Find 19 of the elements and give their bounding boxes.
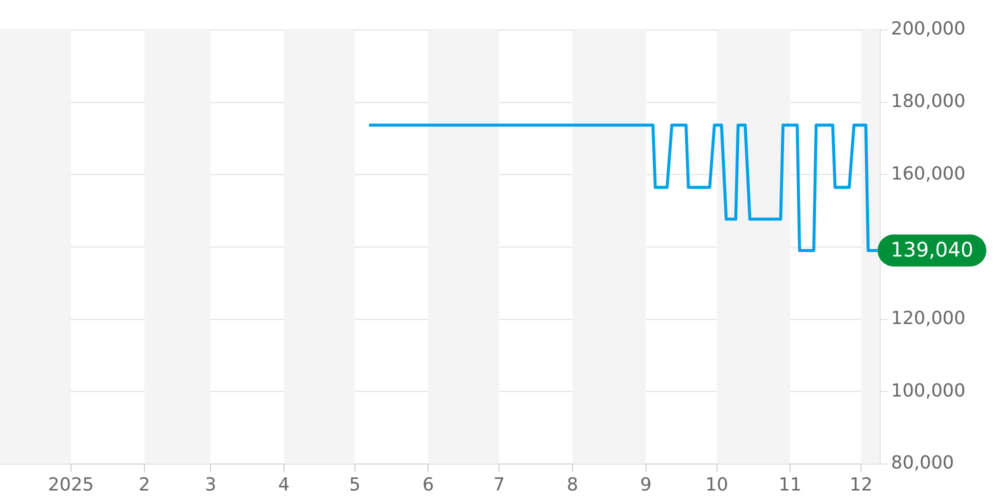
y-tick-label: 200,000 — [891, 18, 966, 40]
y-tick-label: 180,000 — [891, 91, 966, 112]
x-tick-label: 4 — [278, 474, 290, 496]
x-tick-label: 2 — [138, 474, 150, 496]
y-tick-label: 160,000 — [891, 163, 966, 184]
x-tick-label: 11 — [778, 474, 802, 496]
data-label: 139,040 — [890, 238, 974, 262]
y-tick-label: 100,000 — [891, 380, 966, 402]
x-tick-label: 6 — [422, 474, 434, 496]
x-tick-label: 9 — [640, 474, 652, 496]
x-tick-label: 12 — [850, 474, 873, 496]
x-tick-label: 10 — [705, 474, 728, 496]
x-tick-label: 7 — [493, 474, 505, 496]
y-tick-label: 120,000 — [891, 308, 966, 330]
x-tick-label: 3 — [204, 474, 216, 496]
x-tick-label: 8 — [566, 474, 578, 496]
y-tick-label: 80,000 — [891, 452, 954, 474]
x-tick-label: 2025 — [48, 474, 94, 496]
x-tick-label: 5 — [349, 474, 361, 496]
